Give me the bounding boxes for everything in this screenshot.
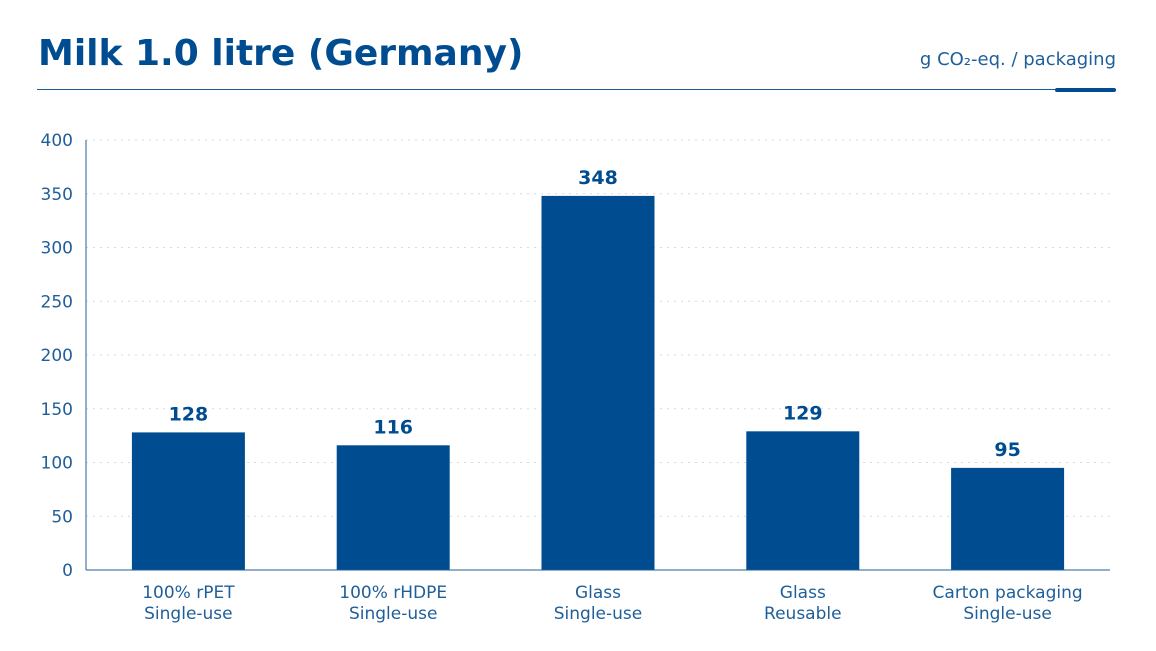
bar: [336, 445, 450, 570]
y-tick-label: 250: [41, 292, 73, 312]
y-tick-label: 200: [41, 346, 73, 366]
x-tick-label-line: 100% rHDPE: [339, 583, 447, 603]
x-tick-label-line: Single-use: [554, 604, 643, 624]
bar: [541, 195, 655, 570]
header-accent: [1055, 88, 1116, 92]
x-tick-label-line: 100% rPET: [142, 583, 235, 603]
page-title: Milk 1.0 litre (Germany): [38, 33, 524, 74]
x-tick-label: 100% rPET Single-use: [142, 583, 235, 624]
header-rule: [37, 89, 1116, 90]
bars: [131, 195, 1065, 570]
data-label: 128: [169, 403, 209, 425]
x-tick-label: Carton packaging Single-use: [933, 583, 1083, 624]
data-label: 348: [578, 167, 618, 189]
y-tick-label: 300: [41, 239, 73, 259]
x-tick-label: Glass Reusable: [764, 583, 842, 624]
x-tick-label-line: Single-use: [963, 604, 1052, 624]
x-tick-label-line: Single-use: [349, 604, 438, 624]
unit-label: g CO₂-eq. / packaging: [919, 49, 1116, 70]
y-tick-label: 400: [41, 131, 73, 151]
x-tick-label-line: Carton packaging: [933, 583, 1083, 603]
bar: [746, 431, 860, 570]
y-tick-label: 150: [41, 400, 73, 420]
data-label: 116: [373, 416, 413, 438]
y-tick-label: 0: [62, 561, 73, 581]
y-tick-label: 100: [41, 454, 73, 474]
data-label: 95: [994, 439, 1020, 461]
x-tick-label-line: Single-use: [144, 604, 233, 624]
x-tick-label-line: Glass: [575, 583, 621, 603]
axes: [85, 140, 1110, 571]
data-label: 129: [783, 402, 823, 424]
x-tick-label: 100% rHDPE Single-use: [339, 583, 447, 624]
y-tick-label: 50: [51, 507, 73, 527]
x-tick-label: Glass Single-use: [554, 583, 643, 624]
x-tick-label-line: Reusable: [764, 604, 842, 624]
bar: [951, 467, 1065, 570]
y-tick-label: 350: [41, 185, 73, 205]
x-tick-label-line: Glass: [780, 583, 826, 603]
bar: [131, 432, 245, 570]
